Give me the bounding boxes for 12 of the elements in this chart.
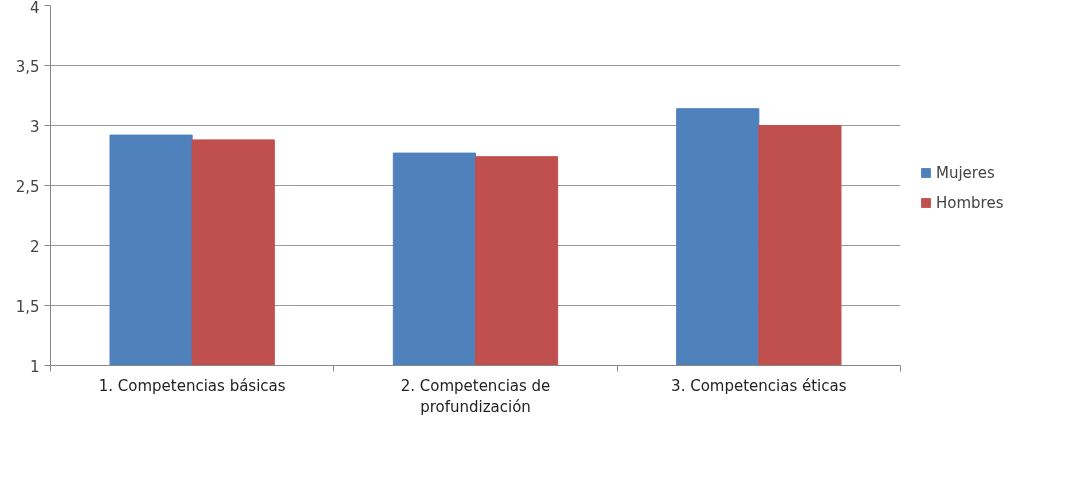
legend-label: Hombres [936,193,1004,212]
legend-label: Mujeres [936,163,995,182]
y-tick-label: 1,5 [15,297,40,316]
x-tick-label: 3. Competencias éticas [671,376,847,395]
y-tick-label: 2 [29,237,40,256]
y-tick-label: 4 [29,0,40,17]
x-tick-label: 2. Competencias de profundización [400,376,551,417]
x-tick-label: 1. Competencias básicas [98,376,286,395]
y-tick-label: 3,5 [15,57,40,76]
y-tick-label: 2,5 [15,177,40,196]
y-tick-label: 1 [29,357,40,376]
y-tick-label: 3 [29,117,40,136]
